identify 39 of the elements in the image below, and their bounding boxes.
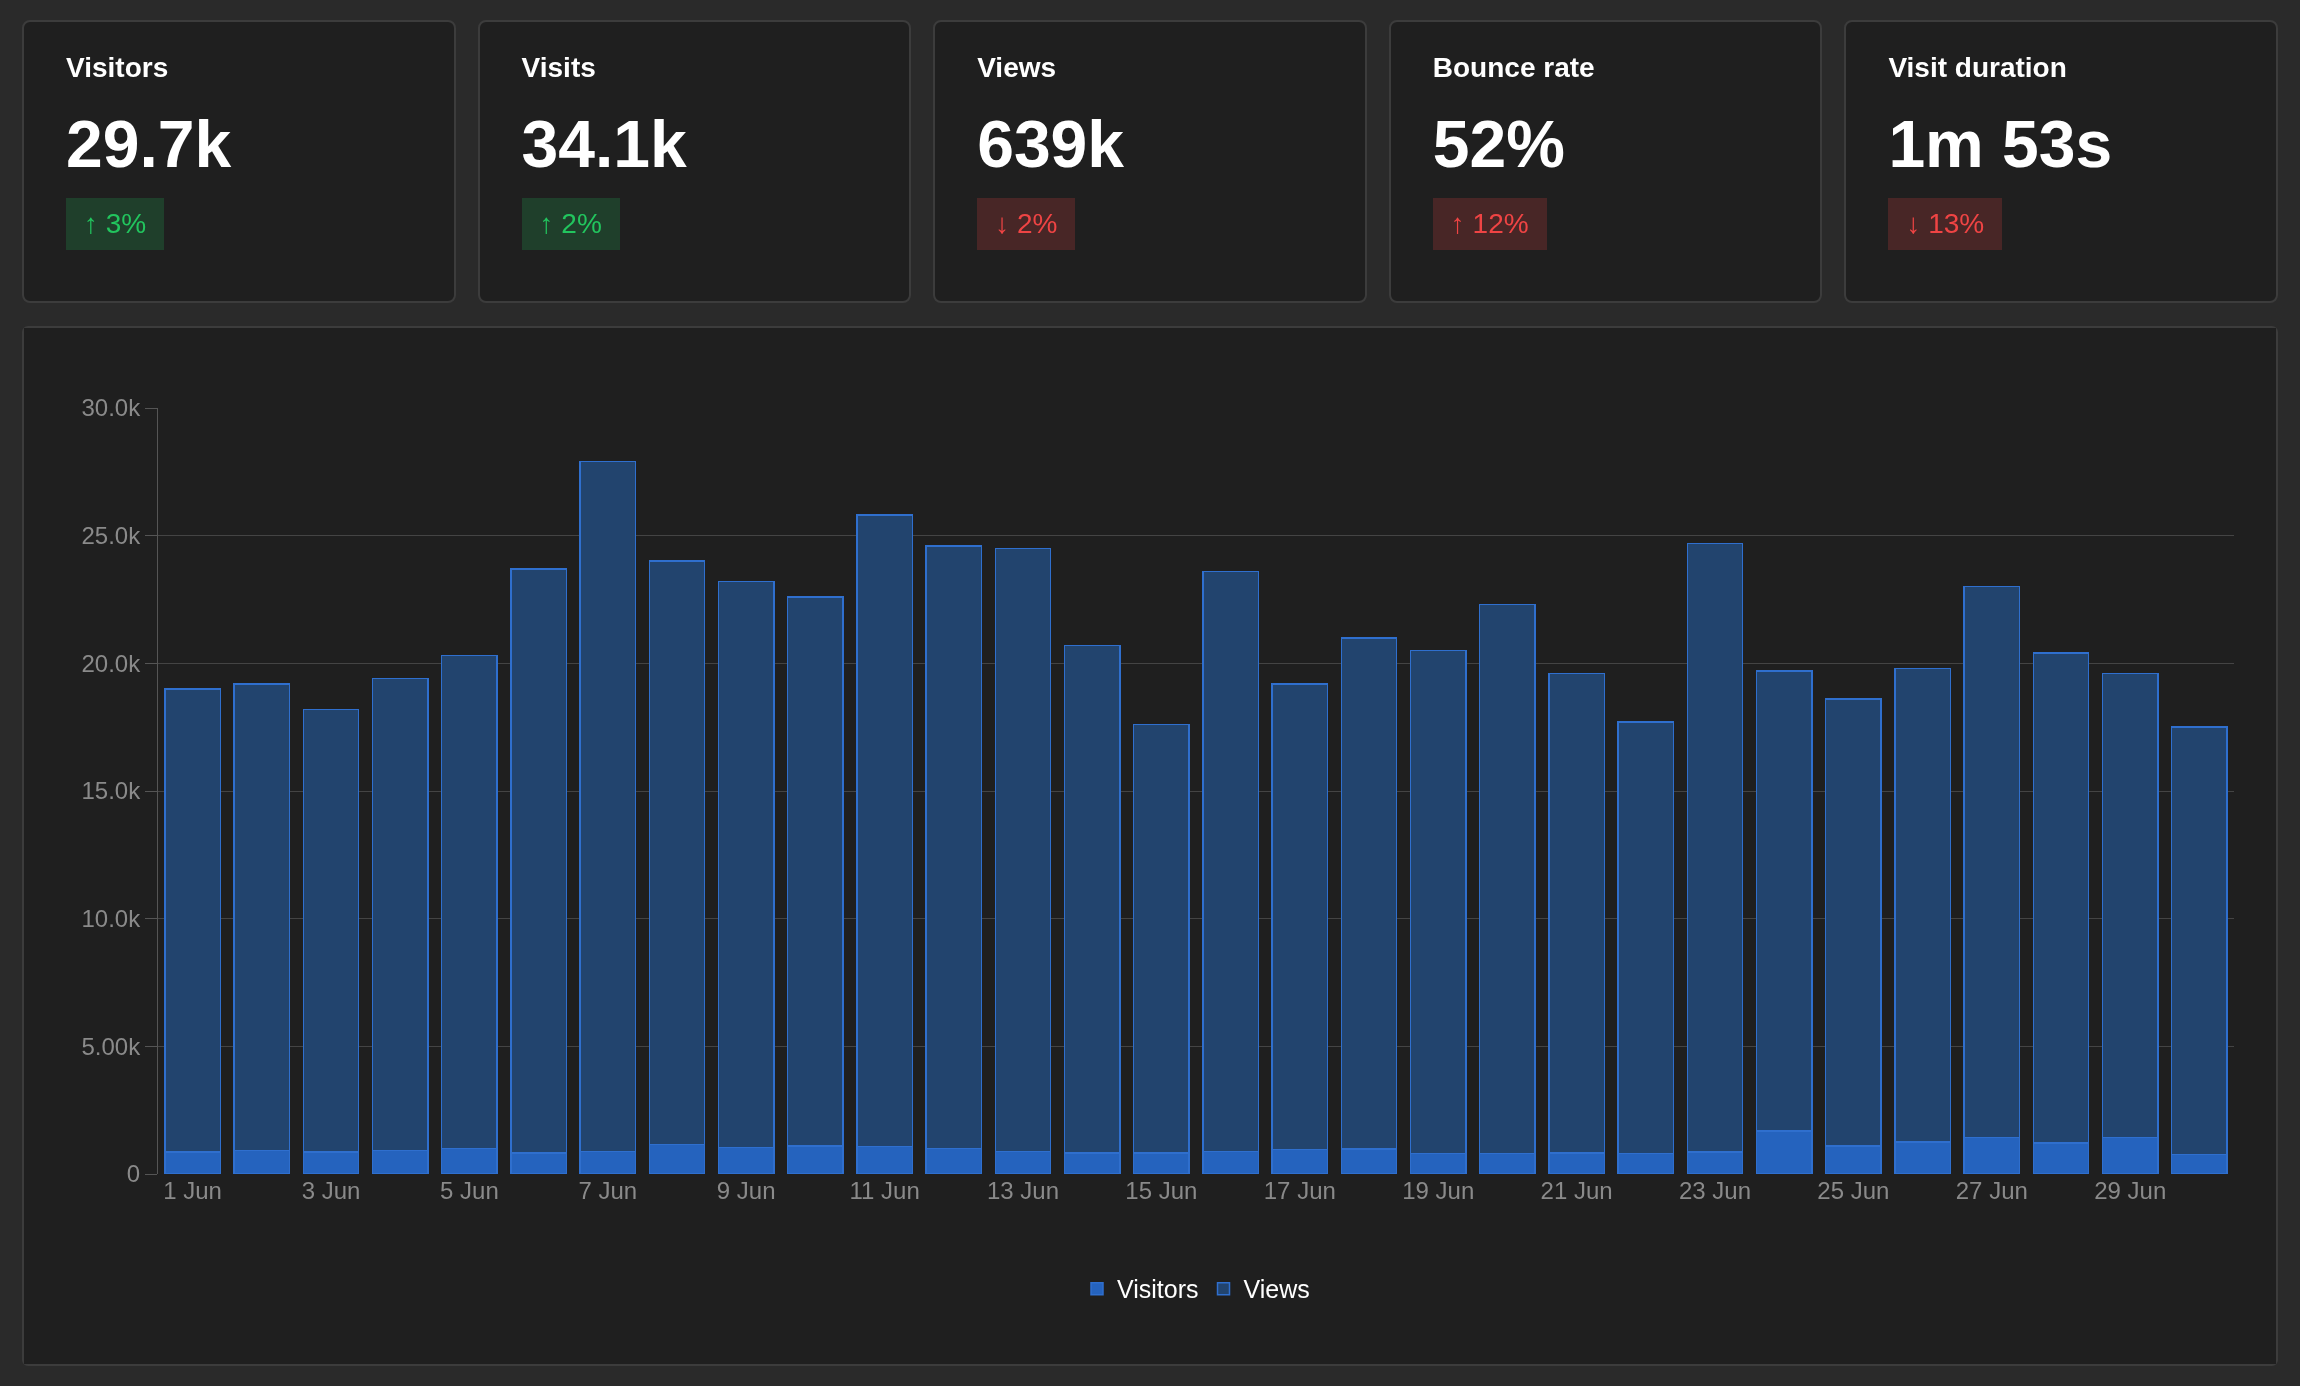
text: ↓ 2% bbox=[977, 198, 1076, 250]
x-tick-label: 21 Jun bbox=[1540, 1177, 1613, 1204]
text: 1m 53s bbox=[1888, 107, 2113, 181]
text: ↓ 13% bbox=[1888, 198, 2003, 250]
x-tick-label: 19 Jun bbox=[1402, 1177, 1475, 1204]
y-tick-label: 5.00k bbox=[81, 1032, 142, 1060]
x-tick-label: 11 Jun bbox=[849, 1177, 920, 1204]
x-tick-label: 3 Jun bbox=[301, 1177, 361, 1204]
category-label: Visits bbox=[521, 52, 597, 84]
x-tick-label: 25 Jun bbox=[1817, 1177, 1890, 1204]
x-tick-label: 13 Jun bbox=[986, 1177, 1060, 1204]
category-label: Visit duration bbox=[1888, 52, 2068, 84]
text: 29.7k bbox=[66, 107, 232, 181]
y-tick-label: 15.0k bbox=[81, 777, 142, 805]
text: ↑ 2% bbox=[521, 198, 620, 250]
text: 639k bbox=[977, 107, 1125, 181]
text: 34.1k bbox=[521, 107, 687, 181]
x-tick-label: 5 Jun bbox=[440, 1177, 499, 1204]
y-tick-label: 10.0k bbox=[81, 905, 142, 933]
y-tick-label: 0 bbox=[126, 1160, 141, 1188]
text: 52% bbox=[1432, 107, 1565, 181]
x-tick-label: 29 Jun bbox=[2094, 1177, 2167, 1204]
y-tick-label: 30.0k bbox=[81, 394, 142, 422]
legend-label: Views bbox=[1243, 1275, 1310, 1304]
legend-label: Visitors bbox=[1117, 1275, 1199, 1304]
x-tick-label: 9 Jun bbox=[716, 1177, 776, 1204]
text: ↑ 12% bbox=[1432, 198, 1547, 250]
category-label: Views bbox=[977, 52, 1058, 84]
y-tick-label: 20.0k bbox=[81, 649, 142, 677]
category-label: Bounce rate bbox=[1432, 52, 1596, 84]
x-tick-label: 1 Jun bbox=[163, 1177, 222, 1204]
x-tick-label: 15 Jun bbox=[1125, 1177, 1198, 1204]
x-tick-label: 27 Jun bbox=[1955, 1177, 2028, 1204]
x-tick-label: 7 Jun bbox=[578, 1177, 638, 1204]
text: ↑ 3% bbox=[66, 198, 165, 250]
y-tick-label: 25.0k bbox=[81, 522, 142, 550]
x-tick-label: 17 Jun bbox=[1263, 1177, 1336, 1204]
category-label: Visitors bbox=[66, 52, 170, 84]
x-tick-label: 23 Jun bbox=[1678, 1177, 1752, 1204]
